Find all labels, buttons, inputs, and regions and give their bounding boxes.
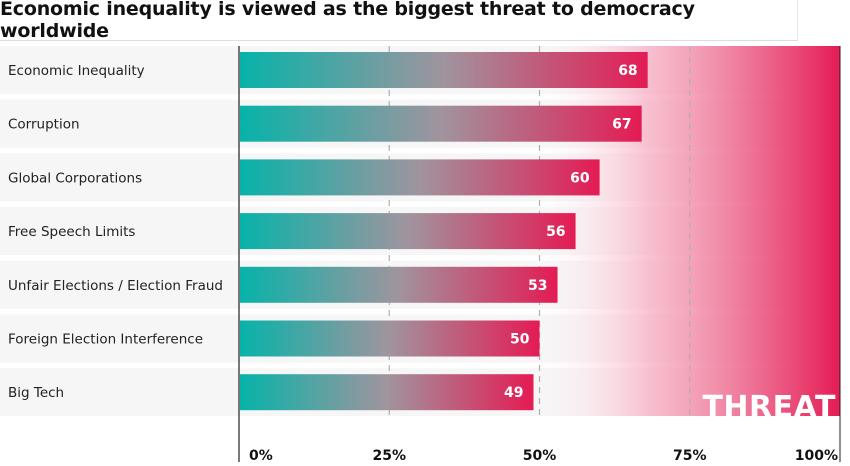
category-label: Free Speech Limits bbox=[8, 224, 135, 240]
category-label: Economic Inequality bbox=[8, 63, 145, 79]
value-label: 60 bbox=[570, 170, 590, 186]
bar bbox=[240, 159, 600, 196]
x-tick-label: 100% bbox=[795, 448, 838, 464]
category-label: Unfair Elections / Election Fraud bbox=[8, 278, 223, 294]
title-divider bbox=[0, 40, 798, 41]
x-tick-label: 50% bbox=[523, 448, 557, 464]
x-tick-label: 0% bbox=[249, 448, 273, 464]
bar bbox=[240, 266, 558, 303]
value-label: 53 bbox=[528, 278, 547, 294]
value-label: 68 bbox=[618, 63, 637, 79]
x-tick-label: 75% bbox=[673, 448, 707, 464]
value-label: 67 bbox=[612, 117, 631, 133]
category-labels: Economic Inequality Corruption Global Corp… bbox=[8, 63, 223, 401]
value-label: 50 bbox=[510, 332, 530, 348]
category-label: Global Corporations bbox=[8, 170, 142, 186]
value-labels: 68 67 60 56 53 50 49 bbox=[504, 63, 638, 401]
bar bbox=[240, 374, 534, 411]
chart-title: Economic inequality is viewed as the big… bbox=[0, 0, 798, 42]
x-tick-label: 25% bbox=[372, 448, 406, 464]
category-label: Corruption bbox=[8, 117, 80, 133]
threat-label: THREAT bbox=[702, 390, 836, 425]
bar bbox=[240, 52, 648, 88]
value-label: 56 bbox=[546, 224, 565, 240]
bars bbox=[240, 52, 648, 411]
bar bbox=[240, 213, 576, 250]
category-label: Foreign Election Interference bbox=[8, 332, 203, 348]
value-label: 49 bbox=[504, 385, 523, 401]
category-label: Big Tech bbox=[8, 385, 64, 401]
bar bbox=[240, 105, 642, 142]
x-tick-labels: 0% 25% 50% 75% 100% bbox=[249, 448, 838, 464]
bar bbox=[240, 320, 540, 357]
